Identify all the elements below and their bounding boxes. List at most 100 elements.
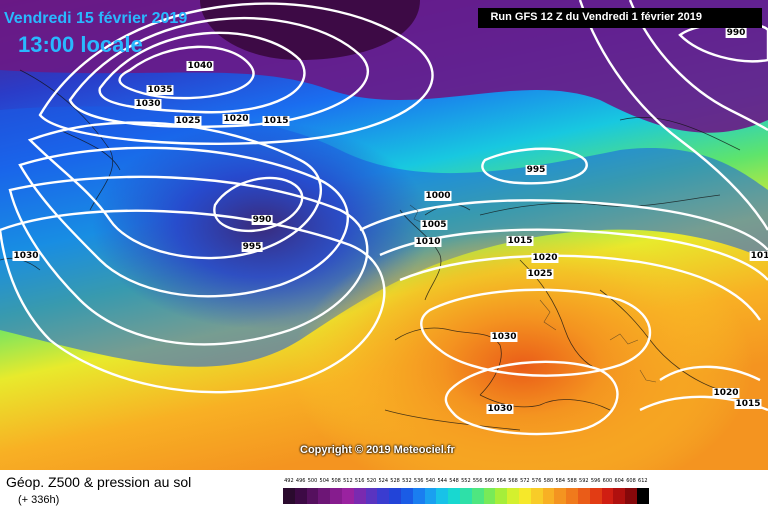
legend-step: 496 <box>294 478 307 506</box>
legend-step: 580 <box>542 478 555 506</box>
legend-value: 536 <box>413 478 424 484</box>
legend-step: 536 <box>412 478 425 506</box>
isobar-label: 1015 <box>506 236 534 246</box>
legend-step: 560 <box>483 478 496 506</box>
legend-swatch <box>577 488 590 504</box>
legend-swatch <box>636 488 649 504</box>
legend-value: 532 <box>402 478 412 484</box>
legend-value: 572 <box>520 478 530 484</box>
legend-step: 608 <box>625 478 637 506</box>
legend-value: 564 <box>496 478 507 484</box>
isobar-label: 1000 <box>424 191 452 201</box>
isobar-label: 1030 <box>12 251 40 261</box>
coastline-accents <box>409 204 657 383</box>
color-scale-legend: 492 496 500 504 508 512 516 520 524 528 532 536 540 5… <box>283 478 649 506</box>
legend-value: 548 <box>449 478 459 484</box>
legend-value: 524 <box>378 478 389 484</box>
legend-step: 504 <box>318 478 331 506</box>
legend-swatch <box>495 488 508 504</box>
legend-value: 552 <box>461 478 471 484</box>
legend-swatch <box>554 488 567 504</box>
isobar-label: 1015 <box>734 399 762 409</box>
legend-step: 532 <box>400 478 413 506</box>
forecast-date: Vendredi 15 février 2019 <box>4 10 188 27</box>
legend-swatch <box>294 488 307 504</box>
legend-swatch <box>412 488 425 504</box>
legend-step: 516 <box>353 478 366 506</box>
lead-time: (+ 336h) <box>18 494 60 506</box>
isobar-label: 1030 <box>134 99 162 109</box>
legend-swatch <box>625 488 637 504</box>
isobar-label: 990 <box>725 28 747 38</box>
legend-value: 492 <box>284 478 294 484</box>
legend-swatch <box>518 488 531 504</box>
legend-value: 520 <box>366 478 377 484</box>
legend-step: 548 <box>448 478 460 506</box>
legend-value: 568 <box>508 478 518 484</box>
isobar-label: 1020 <box>222 114 250 124</box>
legend-step: 540 <box>424 478 437 506</box>
legend-swatch <box>283 488 295 504</box>
legend-value: 600 <box>602 478 613 484</box>
legend-swatch <box>365 488 378 504</box>
legend-step: 524 <box>377 478 390 506</box>
forecast-local-time: 13:00 locale <box>18 32 143 57</box>
legend-step: 576 <box>530 478 543 506</box>
legend-value: 544 <box>437 478 448 484</box>
legend-value: 604 <box>614 478 624 484</box>
legend-value: 576 <box>531 478 542 484</box>
isobar-label: 1025 <box>526 269 554 279</box>
legend-value: 504 <box>319 478 330 484</box>
legend-step: 556 <box>471 478 484 506</box>
legend-swatch <box>448 488 460 504</box>
model-run-info: Run GFS 12 Z du Vendredi 1 février 2019 <box>478 8 762 28</box>
legend-value: 496 <box>295 478 306 484</box>
copyright-notice: Copyright © 2019 Meteociel.fr <box>300 444 455 456</box>
legend-step: 592 <box>577 478 590 506</box>
legend-value: 584 <box>555 478 565 484</box>
legend-step: 600 <box>601 478 614 506</box>
legend-swatch <box>306 488 319 504</box>
legend-swatch <box>400 488 413 504</box>
legend-step: 572 <box>518 478 531 506</box>
map-title: Géop. Z500 & pression au sol <box>6 474 192 490</box>
isobar-label: 101 <box>749 251 768 261</box>
legend-step: 564 <box>495 478 508 506</box>
legend-value: 588 <box>567 478 577 484</box>
isobar-label: 1015 <box>262 116 290 126</box>
legend-step: 568 <box>507 478 519 506</box>
legend-value: 508 <box>331 478 341 484</box>
legend-value: 516 <box>354 478 365 484</box>
isobar-label: 1025 <box>174 116 202 126</box>
legend-step: 512 <box>341 478 354 506</box>
legend-swatch <box>424 488 437 504</box>
legend-swatch <box>353 488 366 504</box>
legend-step: 552 <box>459 478 472 506</box>
legend-swatch <box>471 488 484 504</box>
legend-value: 500 <box>307 478 318 484</box>
legend-swatch <box>542 488 555 504</box>
legend-swatch <box>377 488 390 504</box>
legend-step: 588 <box>566 478 578 506</box>
legend-swatch <box>507 488 519 504</box>
isobar-lines <box>0 0 768 434</box>
legend-swatch <box>436 488 449 504</box>
legend-step: 596 <box>589 478 602 506</box>
isobar-label: 1010 <box>414 237 442 247</box>
legend-value: 528 <box>390 478 400 484</box>
legend-swatch <box>566 488 578 504</box>
legend-swatch <box>389 488 401 504</box>
isobar-label: 1035 <box>146 85 174 95</box>
legend-value: 596 <box>590 478 601 484</box>
isobar-label: 1040 <box>186 61 214 71</box>
isobar-label: 1005 <box>420 220 448 230</box>
legend-step: 604 <box>613 478 626 506</box>
legend-value: 560 <box>484 478 495 484</box>
legend-swatch <box>341 488 354 504</box>
isobar-label: 1020 <box>712 388 740 398</box>
legend-step: 500 <box>306 478 319 506</box>
geopotential-map <box>0 0 768 470</box>
legend-step: 520 <box>365 478 378 506</box>
legend-value: 540 <box>425 478 436 484</box>
